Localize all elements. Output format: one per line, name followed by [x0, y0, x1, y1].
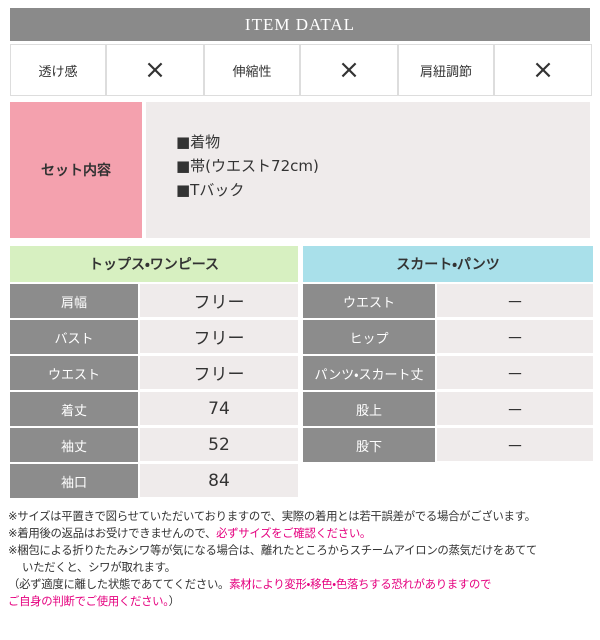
note-text: ご自身の判断でご使用ください。 — [8, 594, 169, 608]
row-label: ヒップ — [303, 320, 435, 354]
row-value: 84 — [140, 464, 298, 498]
row-label: パンツ・スカート丈 — [303, 356, 435, 390]
note-text: ※着用後の返品はお受けできませんので、 — [8, 526, 217, 540]
attribute-value: × — [106, 44, 204, 96]
row-value: フリー — [140, 356, 298, 390]
row-value: － — [437, 320, 593, 354]
attribute-value: × — [300, 44, 398, 96]
note-text: いただくと、シワが取れます。 — [22, 560, 176, 574]
set-label: セット内容 — [10, 102, 142, 238]
table-header: スカート・パンツ — [303, 246, 593, 282]
attribute-label: 伸縮性 — [204, 44, 300, 96]
set-item: ■Tバック — [176, 181, 245, 199]
set-item: ■帯(ウエスト72cm) — [176, 157, 319, 175]
note-line: ご自身の判断でご使用ください。） — [8, 593, 180, 609]
note-line: ※梱包による折りたたみシワ等が気になる場合は、離れたところからスチームアイロンの… — [8, 542, 537, 558]
row-value: 52 — [140, 428, 298, 462]
row-label: 着丈 — [10, 392, 138, 426]
row-label: 袖丈 — [10, 428, 138, 462]
attribute-label: 透け感 — [10, 44, 106, 96]
attribute-label: 肩紐調節 — [398, 44, 494, 96]
row-value: － — [437, 356, 593, 390]
row-value: － — [437, 428, 593, 462]
set-items: ■着物 ■帯(ウエスト72cm) ■Tバック — [146, 102, 590, 238]
row-value: － — [437, 392, 593, 426]
row-value: － — [437, 284, 593, 318]
note-line: （必ず適度に離した状態であててください。素材により変形・移色・色落ちする恐れがあ… — [8, 576, 491, 592]
note-text: 必ずサイズをご確認ください。 — [216, 526, 372, 540]
note-line: ※着用後の返品はお受けできませんので、必ずサイズをご確認ください。 — [8, 525, 371, 541]
row-label: バスト — [10, 320, 138, 354]
note-text: ） — [168, 594, 180, 608]
row-value: 74 — [140, 392, 298, 426]
row-value: フリー — [140, 320, 298, 354]
row-label: 袖口 — [10, 464, 138, 498]
note-text: ※梱包による折りたたみシワ等が気になる場合は、離れたところからスチームアイロンの… — [8, 543, 538, 557]
note-text: （必ず適度に離した状態であててください。 — [8, 577, 230, 591]
table-header: トップス・ワンピース — [10, 246, 298, 282]
set-item: ■着物 — [176, 133, 221, 151]
row-label: ウエスト — [303, 284, 435, 318]
note-line: いただくと、シワが取れます。 — [22, 559, 176, 575]
row-label: ウエスト — [10, 356, 138, 390]
note-text: ※サイズは平置きで図らせていただいておりますので、実際の着用とは若干誤差がでる場… — [8, 509, 536, 523]
note-text: 素材により変形・移色・色落ちする恐れがありますので — [229, 577, 492, 591]
row-label: 股上 — [303, 392, 435, 426]
attribute-value: × — [494, 44, 592, 96]
note-line: ※サイズは平置きで図らせていただいておりますので、実際の着用とは若干誤差がでる場… — [8, 508, 536, 524]
row-value: フリー — [140, 284, 298, 318]
row-label: 股下 — [303, 428, 435, 462]
header-title: ITEM DATAL — [10, 8, 590, 41]
row-label: 肩幅 — [10, 284, 138, 318]
